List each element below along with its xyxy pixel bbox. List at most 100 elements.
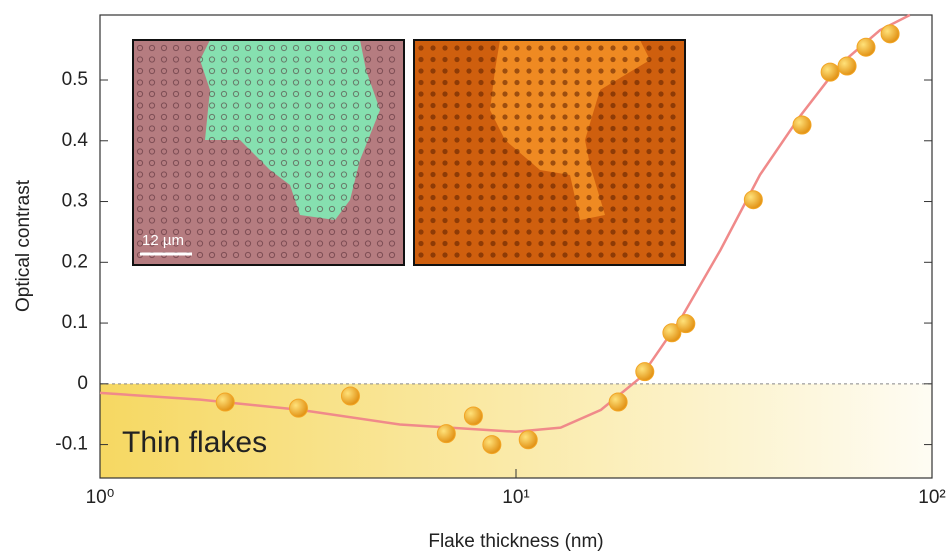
dot [172, 113, 180, 121]
dot [478, 160, 484, 166]
dot [574, 102, 580, 109]
dot [328, 217, 336, 224]
dot [466, 206, 472, 212]
dot [160, 136, 168, 144]
dot [136, 90, 144, 98]
dot [442, 229, 448, 235]
dot [598, 79, 604, 86]
dot [514, 206, 520, 212]
dot [442, 102, 448, 109]
dot [256, 182, 264, 190]
dot [172, 56, 180, 63]
dot [466, 125, 472, 132]
data-point [482, 435, 502, 455]
dot [376, 171, 384, 178]
dot [352, 251, 360, 259]
dot [160, 79, 168, 86]
dot [670, 183, 676, 189]
dot [598, 45, 604, 51]
dot [256, 251, 264, 259]
dot [442, 114, 448, 120]
dot [244, 217, 252, 224]
dot [550, 171, 556, 178]
x-tick-label: 10¹ [502, 487, 529, 508]
dot [316, 217, 324, 224]
dot [244, 182, 252, 190]
dot [316, 113, 324, 121]
dot [388, 251, 396, 259]
dot [304, 171, 312, 178]
dot [622, 206, 628, 212]
dot [160, 90, 168, 98]
dot [538, 240, 544, 247]
dot [598, 229, 604, 235]
dot [466, 68, 472, 74]
dot [208, 125, 216, 132]
dot [340, 148, 348, 155]
dot [478, 217, 484, 224]
dot [268, 194, 276, 201]
dot [160, 113, 168, 121]
dot [478, 240, 484, 247]
dot [490, 79, 496, 86]
dot [562, 206, 568, 212]
y-axis-label: Optical contrast [13, 179, 34, 312]
dot [634, 137, 640, 143]
dot [658, 206, 664, 212]
dot [136, 102, 144, 109]
dot [268, 79, 276, 86]
dot [502, 229, 508, 235]
dot [634, 160, 640, 166]
dot [292, 240, 300, 247]
dot [550, 183, 556, 189]
dot [454, 148, 460, 155]
dot [670, 79, 676, 86]
dot [328, 56, 336, 63]
dot [502, 91, 508, 97]
data-point [676, 314, 696, 334]
dot [478, 56, 484, 63]
dot [352, 67, 360, 75]
dot [646, 148, 652, 155]
dot [574, 240, 580, 247]
dot [586, 217, 592, 224]
dot [514, 91, 520, 97]
dot [490, 171, 496, 178]
x-tick-label: 10⁰ [86, 487, 115, 508]
dot [256, 44, 264, 52]
dot [232, 171, 240, 178]
dot [340, 67, 348, 75]
dot [172, 44, 180, 52]
dot [304, 44, 312, 52]
dot [658, 79, 664, 86]
dot [364, 240, 372, 247]
dot [574, 125, 580, 132]
dot [538, 206, 544, 212]
dot [388, 44, 396, 52]
dot [316, 125, 324, 132]
dot [352, 159, 360, 167]
dot [208, 102, 216, 109]
dot [160, 217, 168, 224]
dot [538, 160, 544, 166]
dot [526, 194, 532, 201]
dot [526, 160, 532, 166]
dot [574, 229, 580, 235]
dot [670, 68, 676, 74]
dot [610, 125, 616, 132]
dot [160, 159, 168, 167]
dot [352, 205, 360, 213]
dot [340, 136, 348, 144]
dot [526, 206, 532, 212]
dot [328, 136, 336, 144]
dot [430, 183, 436, 189]
dot [514, 137, 520, 143]
dot [364, 159, 372, 167]
dot [670, 114, 676, 120]
dot [622, 171, 628, 178]
dot [196, 148, 204, 155]
dot [418, 194, 424, 201]
dot [376, 251, 384, 259]
dot [256, 217, 264, 224]
dot [538, 217, 544, 224]
